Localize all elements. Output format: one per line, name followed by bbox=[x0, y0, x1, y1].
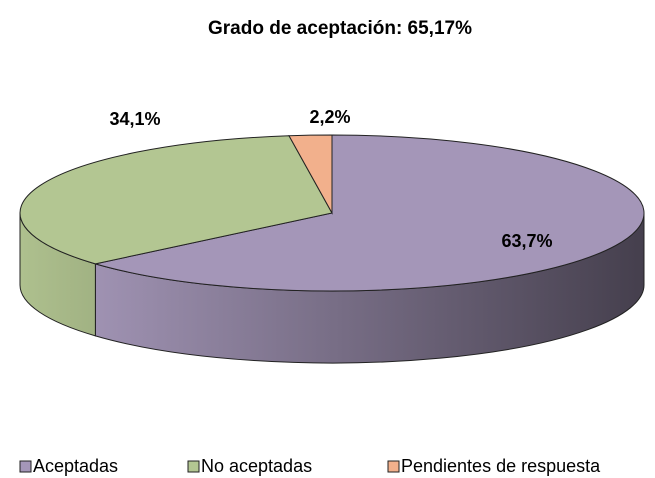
legend-swatch bbox=[187, 460, 200, 473]
value-label: 2,2% bbox=[309, 107, 350, 127]
pie-slice bbox=[95, 134, 645, 292]
legend-label: Aceptadas bbox=[33, 456, 118, 476]
legend-label: Pendientes de respuesta bbox=[401, 456, 601, 476]
value-label: 34,1% bbox=[109, 109, 160, 129]
pie-slice bbox=[288, 134, 333, 215]
legend-swatch bbox=[19, 460, 32, 473]
legend-swatch bbox=[387, 460, 400, 473]
value-label: 63,7% bbox=[501, 231, 552, 251]
chart-title: Grado de aceptación: 65,17% bbox=[208, 18, 472, 39]
legend-label: No aceptadas bbox=[201, 456, 312, 476]
pie-slice bbox=[19, 135, 333, 265]
